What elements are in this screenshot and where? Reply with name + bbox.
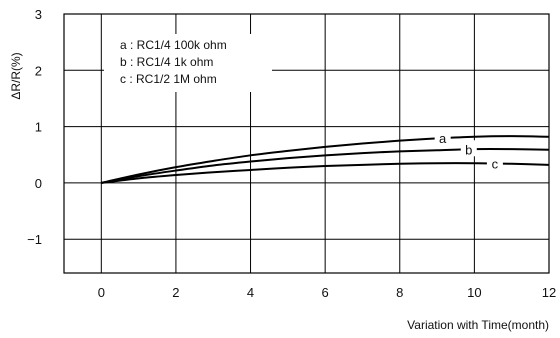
- curves: a b c: [101, 129, 550, 184]
- x-tick-label: 8: [396, 285, 403, 300]
- series-label-c: c: [492, 157, 499, 172]
- series-line-a: [101, 135, 550, 184]
- x-tick-label: 10: [467, 285, 481, 300]
- plot-border: [63, 13, 550, 274]
- series-label-bg-b: [460, 140, 477, 157]
- y-tick-label: 2: [35, 63, 42, 78]
- y-tick-label: 1: [35, 120, 42, 135]
- series-line-c: [101, 162, 550, 184]
- x-axis-title: Variation with Time(month): [407, 318, 549, 332]
- y-tick-label: 0: [35, 176, 42, 191]
- y-tick-label: −1: [27, 232, 42, 247]
- legend-entry-b: b : RC1/4 1k ohm: [120, 55, 213, 69]
- x-tick-label: 2: [172, 285, 179, 300]
- y-tick-label: 3: [35, 7, 42, 22]
- series-label-a: a: [439, 131, 447, 146]
- x-tick-label: 12: [542, 285, 556, 300]
- x-tick-label: 0: [98, 285, 105, 300]
- y-axis-title: ΔR/R(%): [9, 52, 23, 99]
- legend-entry-a: a : RC1/4 100k ohm: [120, 38, 227, 52]
- x-tick-label: 4: [247, 285, 254, 300]
- legend-entry-c: c : RC1/2 1M ohm: [120, 72, 217, 86]
- series-label-b: b: [465, 142, 472, 157]
- x-tick-label: 6: [322, 285, 329, 300]
- legend-box: [104, 34, 272, 92]
- series-label-bg-c: [486, 154, 503, 171]
- plot-frame: [63, 13, 550, 274]
- series-label-bg-a: [434, 129, 451, 146]
